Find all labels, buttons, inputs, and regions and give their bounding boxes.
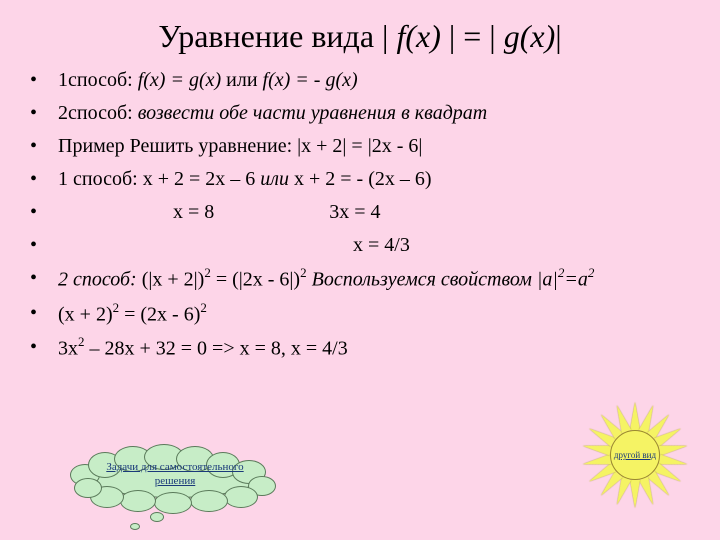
- sun-ray-icon: [630, 402, 640, 430]
- other-view-link[interactable]: другой вид: [614, 450, 656, 460]
- title-ital-2: g(x): [504, 18, 556, 54]
- line-text: x = 4/3: [58, 232, 410, 259]
- bullet-icon: •: [30, 133, 58, 160]
- bullet-icon: •: [30, 300, 58, 327]
- line-text: 3x2 – 28x + 32 = 0 => x = 8, x = 4/3: [58, 334, 348, 363]
- title-seg-3: |: [555, 18, 561, 54]
- line-text: Пример Решить уравнение: |x + 2| = |2x -…: [58, 133, 422, 160]
- bullet-line: •1 способ: x + 2 = 2x – 6 или x + 2 = - …: [30, 166, 690, 193]
- title-seg-2: | = |: [441, 18, 504, 54]
- line-text: (x + 2)2 = (2x - 6)2: [58, 300, 207, 329]
- bullet-line: •2способ: возвести обе части уравнения в…: [30, 100, 690, 127]
- bullet-icon: •: [30, 67, 58, 94]
- cloud-puff-icon: [130, 523, 140, 530]
- cloud-callout[interactable]: Задачи для самостоятельного решения: [70, 446, 280, 508]
- title-ital-1: f(x): [396, 18, 440, 54]
- bullet-line: •Пример Решить уравнение: |x + 2| = |2x …: [30, 133, 690, 160]
- bullet-line: • x = 8 3x = 4: [30, 199, 690, 226]
- line-text: 2 способ: (|x + 2|)2 = (|2x - 6|)2 Воспо…: [58, 265, 594, 294]
- bullet-line: •2 способ: (|x + 2|)2 = (|2x - 6|)2 Восп…: [30, 265, 690, 294]
- bullet-icon: •: [30, 265, 58, 292]
- sun-ray-icon: [630, 480, 640, 508]
- sun-callout[interactable]: другой вид: [580, 400, 690, 510]
- bullet-line: •(x + 2)2 = (2x - 6)2: [30, 300, 690, 329]
- page-title: Уравнение вида | f(x) | = | g(x)|: [0, 0, 720, 67]
- bullet-icon: •: [30, 166, 58, 193]
- bullet-line: •3x2 – 28x + 32 = 0 => x = 8, x = 4/3: [30, 334, 690, 363]
- bullet-icon: •: [30, 100, 58, 127]
- line-text: 2способ: возвести обе части уравнения в …: [58, 100, 487, 127]
- sun-icon: другой вид: [610, 430, 660, 480]
- bullet-icon: •: [30, 199, 58, 226]
- content-list: •1способ: f(x) = g(x) или f(x) = - g(x)•…: [0, 67, 720, 363]
- line-text: 1 способ: x + 2 = 2x – 6 или x + 2 = - (…: [58, 166, 432, 193]
- line-text: 1способ: f(x) = g(x) или f(x) = - g(x): [58, 67, 358, 94]
- bullet-line: •1способ: f(x) = g(x) или f(x) = - g(x): [30, 67, 690, 94]
- bullet-icon: •: [30, 232, 58, 259]
- bullet-line: • x = 4/3: [30, 232, 690, 259]
- tasks-link[interactable]: Задачи для самостоятельного решения: [98, 460, 252, 489]
- title-seg-1: Уравнение вида |: [158, 18, 396, 54]
- cloud-puff-icon: [150, 512, 164, 522]
- line-text: x = 8 3x = 4: [58, 199, 381, 226]
- bullet-icon: •: [30, 334, 58, 361]
